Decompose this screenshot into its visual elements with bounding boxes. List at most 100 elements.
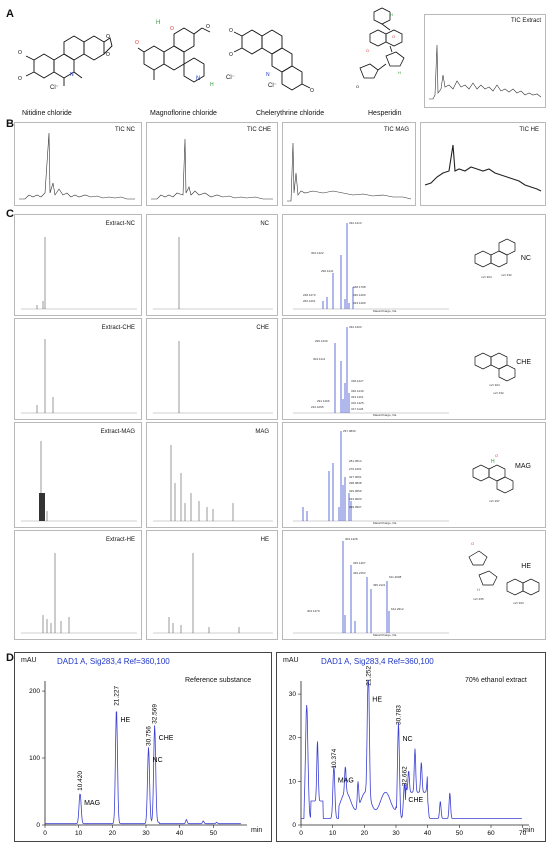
hplc-ext-xtick-label-4: 40 (424, 830, 432, 837)
ms2-mag-peak-4: 327.0091 (349, 475, 362, 479)
ms2-che-peak-4: 318.1227 (351, 379, 364, 383)
ms-ref-mag-spectrum (153, 445, 273, 522)
hplc-ext-rt-label-0: 10.374 (331, 748, 338, 768)
frag-che-2: m/z 332 (493, 391, 504, 395)
hesperidin-structure: H O O O H (356, 7, 405, 89)
svg-text:O: O (170, 26, 174, 32)
tic-che-title: TIC CHE (247, 127, 271, 133)
svg-text:N: N (266, 72, 270, 78)
tic-nc-trace (19, 132, 135, 200)
ms2-nc-peak-7: 330.1290 (353, 293, 366, 297)
tic-extract-title: TIC Extract (510, 18, 541, 24)
hplc-ext-rt-label-3: 32.662 (401, 766, 408, 786)
ms-extract-he-title: Extract-HE (105, 537, 135, 543)
ms-extract-mag-spectrum (21, 441, 137, 522)
hplc-ref-xtick-label-3: 30 (142, 830, 150, 837)
ms2-nc-peak-2: 304.1422 (311, 251, 324, 255)
ms-extract-che-spectrum (21, 339, 137, 414)
ms2-che-peak-1: 332.1403 (349, 325, 362, 329)
counterion-nc: Cl⁻ (50, 85, 59, 91)
hplc-ext-peak-name-2: NC (402, 736, 412, 743)
ms2-he-peak-1: 303.1328 (345, 537, 358, 541)
ms2-mag-box: MAG H O 297.0830 281.0514 276.1061 327.0… (282, 422, 546, 528)
tic-mag-title: TIC MAG (384, 127, 409, 133)
ms2-nc-peak-3: 290.1241 (321, 269, 334, 273)
ms-ref-he-title: HE (260, 537, 269, 543)
svg-text:O: O (18, 50, 22, 56)
frag-he-1: m/z 465 (473, 597, 484, 601)
ms-extract-che-title: Extract-CHE (101, 325, 135, 331)
ms-ref-mag-title: MAG (255, 429, 269, 435)
hplc-ref-signal: DAD1 A, Sig283,4 Ref=360,100 (57, 657, 170, 666)
ms2-che-peak-8: 232.1095 (311, 405, 324, 409)
svg-text:O: O (310, 88, 314, 94)
tic-nc-title: TIC NC (115, 127, 135, 133)
hplc-ref-yunit: mAU (21, 657, 37, 664)
hplc-ref-rt-label-3: 32.569 (152, 704, 159, 724)
ms2-nc-id: NC (520, 255, 531, 262)
svg-text:O: O (206, 24, 210, 30)
ms2-he-peak-2: 345.1467 (353, 561, 366, 565)
ms2-che-peak-2: 290.1239 (315, 339, 328, 343)
counterion-che: Cl⁻ (268, 83, 277, 89)
ms2-mag-peak-8: 299.0907 (349, 505, 362, 509)
hplc-ref-rt-label-1: 21.227 (113, 686, 120, 706)
ms2-nc-peak-8: 333.1499 (353, 301, 366, 305)
hplc-ext-signal: DAD1 A, Sig283,4 Ref=360,100 (321, 657, 434, 666)
ms2-he-peak-5: 465.2121 (373, 583, 386, 587)
ms2-nc-peak-1: 332.1413 (349, 221, 362, 225)
hplc-ext-ytick-label-2: 20 (289, 735, 297, 742)
ms2-mag-id: MAG (515, 463, 531, 470)
hplc-extract-chart: DAD1 A, Sig283,4 Ref=360,100 mAU 70% eth… (276, 652, 546, 842)
ms2-nc-spectrum (293, 223, 516, 310)
ms2-che-peak-9: 316.1425 (351, 401, 364, 405)
ms-ref-he-box: HE (146, 530, 278, 640)
hplc-ext-xtick-label-2: 20 (361, 830, 369, 837)
ms2-che-peak-3: 304.1411 (313, 357, 326, 361)
ms-ref-che-title: CHE (256, 325, 269, 331)
label-chelerythrine: Chelerythrine chloride (256, 110, 325, 117)
ms2-nc-box: NC 332.1413 304.1422 290.1241 348.1798 2… (282, 214, 546, 316)
ms-ref-he-spectrum (153, 553, 273, 634)
ms2-che-xlabel: Mass/Charge, Da (373, 413, 397, 417)
ms2-he-peak-4: 611.2698 (389, 575, 402, 579)
svg-text:H: H (477, 587, 480, 592)
tic-extract-trace (429, 44, 542, 100)
hplc-ext-rt-label-1: 21.252 (365, 665, 372, 685)
hplc-ext-peak-name-1: HE (372, 697, 382, 704)
tic-he-title: TIC HE (519, 127, 539, 133)
hplc-ref-ytick-label-0: 0 (36, 822, 40, 829)
tic-che-box: TIC CHE (146, 122, 278, 206)
svg-text:H: H (398, 70, 401, 75)
hplc-ref-xunit: min (251, 827, 263, 834)
chelerythrine-structure: O O N O (229, 28, 314, 94)
ms-extract-he-spectrum (21, 553, 137, 634)
hplc-ext-xtick-label-5: 50 (456, 830, 464, 837)
tic-he-trace (424, 144, 542, 192)
ms2-mag-peak-2: 281.0514 (349, 459, 362, 463)
frag-mag-1: m/z 297 (489, 499, 500, 503)
hplc-ext-rt-label-2: 30.783 (395, 705, 402, 725)
ms-extract-nc-spectrum (21, 237, 137, 310)
hplc-ref-ytick-label-1: 100 (29, 755, 40, 762)
hplc-ext-trace (301, 680, 522, 819)
tic-mag-box: TIC MAG (282, 122, 416, 206)
counterion-mag: Cl⁻ (226, 75, 235, 81)
hplc-ref-ytick-label-2: 200 (29, 688, 40, 695)
hplc-ext-xunit: min (523, 827, 535, 834)
frag-che-1: m/z 304 (489, 383, 500, 387)
ms-extract-mag-box: Extract-MAG (14, 422, 142, 528)
tic-nc-box: TIC NC (14, 122, 142, 206)
nitidine-structure: O O N O O (18, 34, 113, 86)
hplc-ref-peak-name-3: CHE (159, 735, 174, 742)
hplc-ext-peak-name-3: CHE (408, 797, 423, 804)
panel-a-letter: A (6, 8, 14, 20)
tic-che-trace (151, 138, 273, 200)
hplc-ext-xtick-label-6: 60 (487, 830, 495, 837)
ms2-he-peak-7: 304.1379 (307, 609, 320, 613)
svg-text:O: O (229, 52, 233, 58)
ms2-nc-peak-6: 262.1261 (303, 299, 316, 303)
ms-extract-mag-title: Extract-MAG (100, 429, 135, 435)
hplc-ext-xtick-label-7: 70 (519, 830, 527, 837)
hplc-ref-trace (45, 710, 241, 825)
